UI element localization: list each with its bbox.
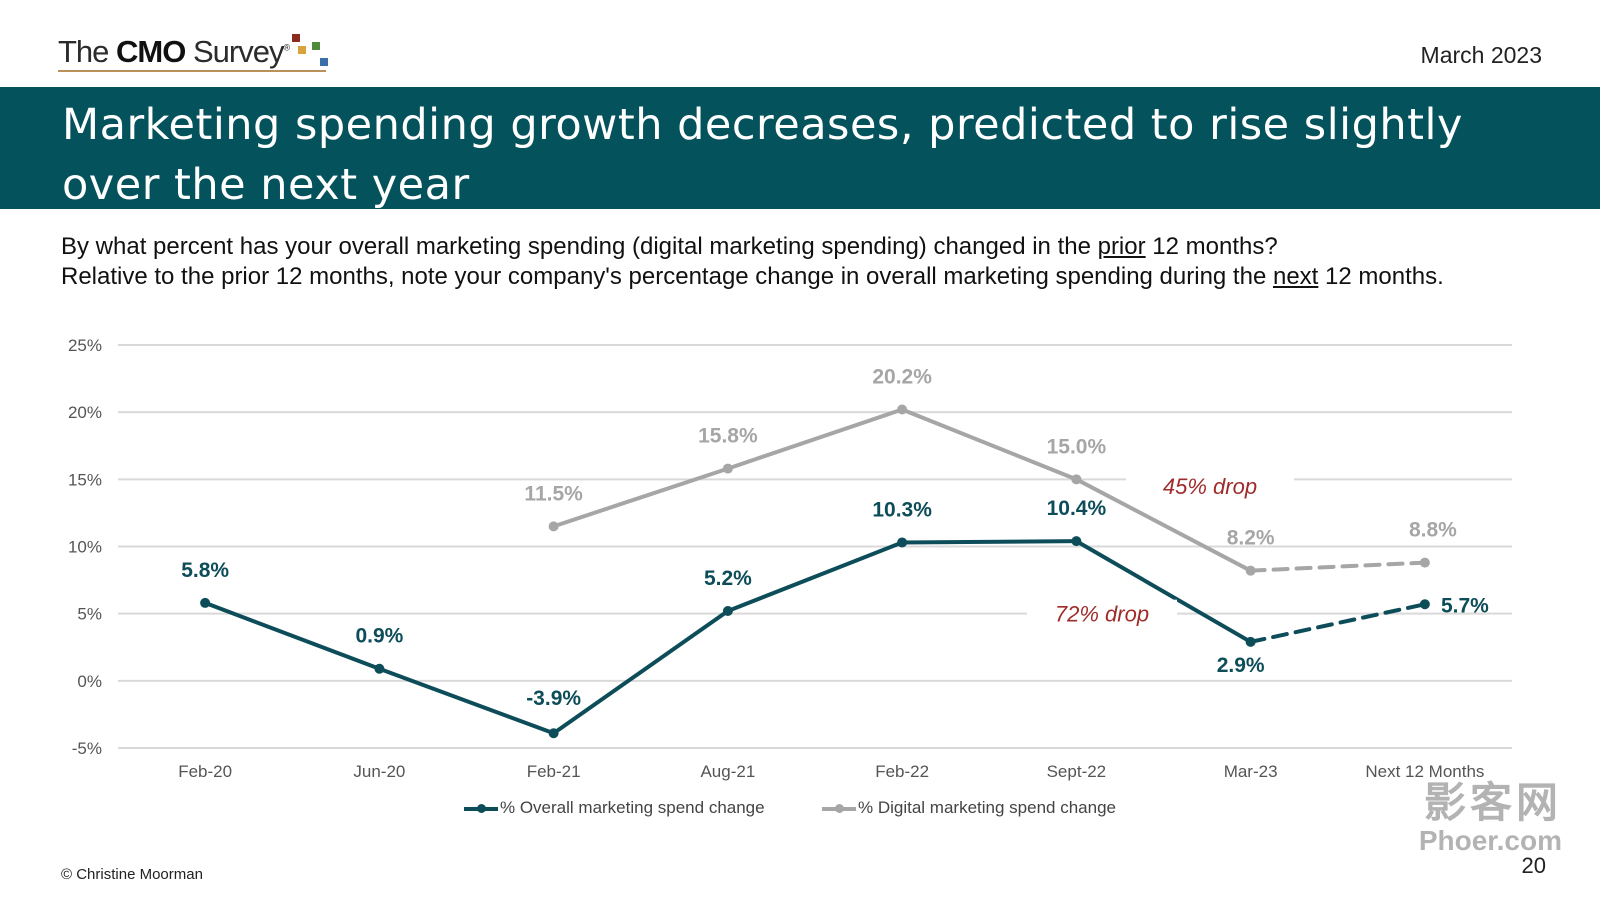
data-label: 5.2% [704, 567, 752, 590]
page-number: 20 [1521, 853, 1546, 878]
y-tick-label: 25% [68, 336, 102, 355]
series-line-segment [1074, 477, 1253, 573]
series-line-segment [1248, 602, 1427, 644]
data-label: 5.8% [181, 559, 229, 582]
y-tick-label: 0% [77, 672, 102, 691]
page-title: Marketing spending growth decreases, pre… [62, 100, 1463, 210]
data-label: 11.5% [524, 482, 583, 505]
series-line-segment [725, 540, 905, 613]
copyright: © Christine Moorman [61, 866, 203, 883]
data-label: 15.0% [1047, 435, 1107, 458]
data-point [548, 728, 559, 739]
data-point [1071, 536, 1082, 547]
annotation-bg [1027, 599, 1177, 626]
question-line-2: Relative to the prior 12 months, note yo… [61, 263, 1444, 290]
data-point [374, 663, 385, 674]
logo-square-green [312, 42, 320, 50]
data-point [722, 463, 733, 474]
data-label: 8.8% [1409, 519, 1457, 542]
title-banner: Marketing spending growth decreases, pre… [0, 87, 1600, 210]
survey-question: By what percent has your overall marketi… [61, 232, 1581, 292]
data-point [1245, 636, 1256, 647]
data-label: 15.8% [698, 425, 758, 448]
data-point [1245, 565, 1256, 576]
legend-swatch-overall [464, 803, 498, 813]
annotation-label: 45% drop [1163, 474, 1257, 499]
cmo-survey-logo: The CMO Survey® [58, 32, 358, 72]
y-tick-label: 10% [68, 538, 102, 557]
data-label: 20.2% [872, 365, 932, 388]
logo-wordmark: The CMO Survey® [58, 34, 290, 69]
data-point [1419, 599, 1430, 610]
logo-square-blue [320, 58, 328, 66]
series-line-segment [900, 407, 1079, 482]
data-point [548, 521, 559, 532]
data-label: -3.9% [526, 687, 581, 710]
data-point [1419, 557, 1430, 568]
x-tick-label: Sept-22 [1047, 762, 1107, 781]
y-tick-label: -5% [72, 739, 102, 758]
data-point [897, 404, 908, 415]
logo-square-orange [298, 46, 306, 54]
series-line-segment [377, 666, 556, 736]
logo-underline [58, 70, 326, 72]
x-tick-label: Next 12 Months [1365, 762, 1484, 781]
data-point [722, 605, 733, 616]
series-line-segment [1074, 539, 1253, 644]
data-label: 8.2% [1227, 527, 1275, 550]
x-tick-label: Jun-20 [353, 762, 405, 781]
report-date: March 2023 [1420, 42, 1542, 68]
data-point [897, 537, 908, 548]
series-line-segment [900, 539, 1079, 545]
annotation-bg [1126, 472, 1294, 499]
series-line-segment [203, 600, 382, 671]
line-chart: -5% 0% 5% 10% 15% 20% 25% Feb-20 Jun-20 Feb-21 Aug… [68, 336, 1512, 781]
series-line-segment [551, 608, 730, 736]
legend-item-overall: % Overall marketing spend change [464, 798, 765, 818]
watermark: 影客网 Phoer.com [1418, 779, 1562, 856]
legend-item-digital: % Digital marketing spend change [822, 798, 1116, 818]
series-line-segment [725, 407, 905, 471]
data-label: 5.7% [1441, 594, 1489, 617]
legend-swatch-digital [822, 803, 856, 813]
y-tick-label: 20% [68, 403, 102, 422]
logo-square-red [292, 34, 300, 42]
question-line-1: By what percent has your overall marketi… [61, 233, 1278, 260]
data-label: 0.9% [355, 625, 403, 648]
data-point [1071, 474, 1082, 485]
y-tick-label: 5% [77, 605, 102, 624]
data-label: 10.3% [872, 498, 932, 521]
series-line-segment [551, 466, 730, 529]
x-tick-label: Feb-22 [875, 762, 929, 781]
x-tick-label: Feb-20 [178, 762, 232, 781]
series-line-segment [1248, 560, 1427, 573]
x-tick-label: Feb-21 [527, 762, 581, 781]
y-tick-label: 15% [68, 470, 102, 489]
data-point [200, 597, 211, 608]
data-label: 10.4% [1047, 497, 1107, 520]
x-tick-label: Mar-23 [1224, 762, 1278, 781]
annotation-label: 72% drop [1055, 602, 1149, 627]
data-label: 2.9% [1217, 654, 1265, 677]
chart-legend: % Overall marketing spend change % Digit… [0, 798, 1600, 822]
x-tick-label: Aug-21 [700, 762, 755, 781]
